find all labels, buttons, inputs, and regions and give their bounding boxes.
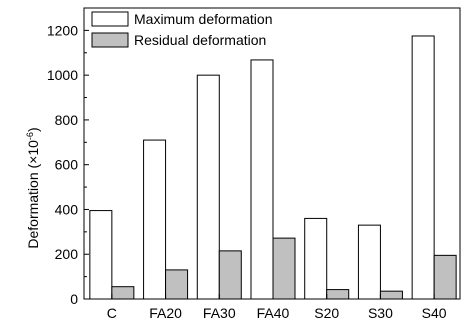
residual-bar-fa40 <box>272 237 296 300</box>
residual-bar-fa30 <box>218 250 242 300</box>
plot-frame <box>83 7 461 300</box>
x-tick-label-fa20: FA20 <box>149 305 182 321</box>
y-tick-label-200: 200 <box>55 246 79 262</box>
legend-label-residual: Residual deformation <box>134 32 266 48</box>
residual-bar-fa20 <box>165 269 189 300</box>
legend-label-maximum: Maximum deformation <box>134 11 273 27</box>
x-tick-label-fa30: FA30 <box>203 305 236 321</box>
y-tick-label-0: 0 <box>70 291 78 307</box>
max-bar-s40 <box>411 35 435 300</box>
residual-bar-s40 <box>433 254 457 300</box>
max-bar-c <box>89 210 113 300</box>
max-bar-fa20 <box>143 139 167 300</box>
legend: Maximum deformation Residual deformation <box>91 11 273 48</box>
legend-swatch-maximum <box>91 11 129 27</box>
y-tick-label-400: 400 <box>55 201 79 217</box>
y-tick-label-600: 600 <box>55 157 79 173</box>
max-bar-s20 <box>304 217 328 300</box>
residual-bar-s30 <box>379 290 403 300</box>
max-bar-s30 <box>357 224 381 300</box>
residual-bar-s20 <box>326 289 350 300</box>
max-bar-fa30 <box>196 74 220 300</box>
x-tick-label-s20: S20 <box>314 305 339 321</box>
max-bar-fa40 <box>250 59 274 300</box>
x-tick-label-s30: S30 <box>368 305 393 321</box>
bars-layer <box>89 35 457 300</box>
x-tick-label-s40: S40 <box>422 305 447 321</box>
y-tick-label-800: 800 <box>55 112 79 128</box>
y-axis-title: Deformation (×10-6) <box>25 127 41 248</box>
y-tick-label-1000: 1000 <box>47 67 78 83</box>
y-axis-title-exponent: -6 <box>25 132 35 140</box>
y-tick-label-1200: 1200 <box>47 22 78 38</box>
x-tick-label-c: C <box>107 305 117 321</box>
axes-layer: 0 200 400 600 800 1000 1200 C FA20 FA30 FA40 S20 S30… <box>47 7 461 321</box>
residual-bar-c <box>111 286 135 300</box>
legend-swatch-residual <box>91 32 129 48</box>
x-tick-label-fa40: FA40 <box>257 305 290 321</box>
